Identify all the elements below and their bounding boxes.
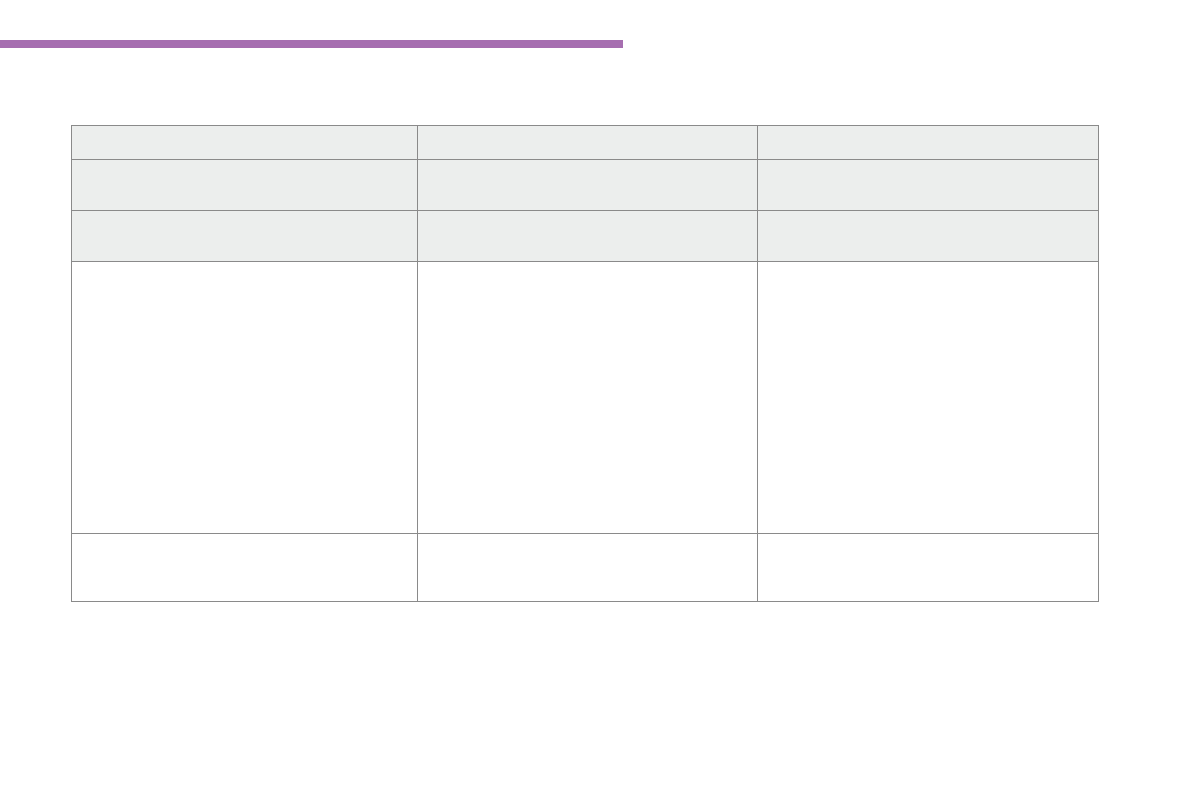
table-cell [71, 261, 418, 534]
table-row [71, 159, 1099, 211]
table-cell [71, 210, 418, 262]
table-row [71, 210, 1099, 262]
table-cell [417, 261, 758, 534]
table-cell [757, 533, 1099, 602]
table [71, 125, 1099, 602]
table-row [71, 261, 1099, 534]
table-cell [757, 159, 1099, 211]
table-cell [417, 210, 758, 262]
table-cell [417, 159, 758, 211]
table-cell [417, 533, 758, 602]
table-cell [757, 125, 1099, 160]
table-cell [757, 210, 1099, 262]
table-row [71, 125, 1099, 160]
table-row [71, 533, 1099, 602]
table-cell [417, 125, 758, 160]
table-cell [71, 125, 418, 160]
table-cell [71, 533, 418, 602]
table-cell [757, 261, 1099, 534]
table-cell [71, 159, 418, 211]
accent-bar [0, 40, 623, 48]
